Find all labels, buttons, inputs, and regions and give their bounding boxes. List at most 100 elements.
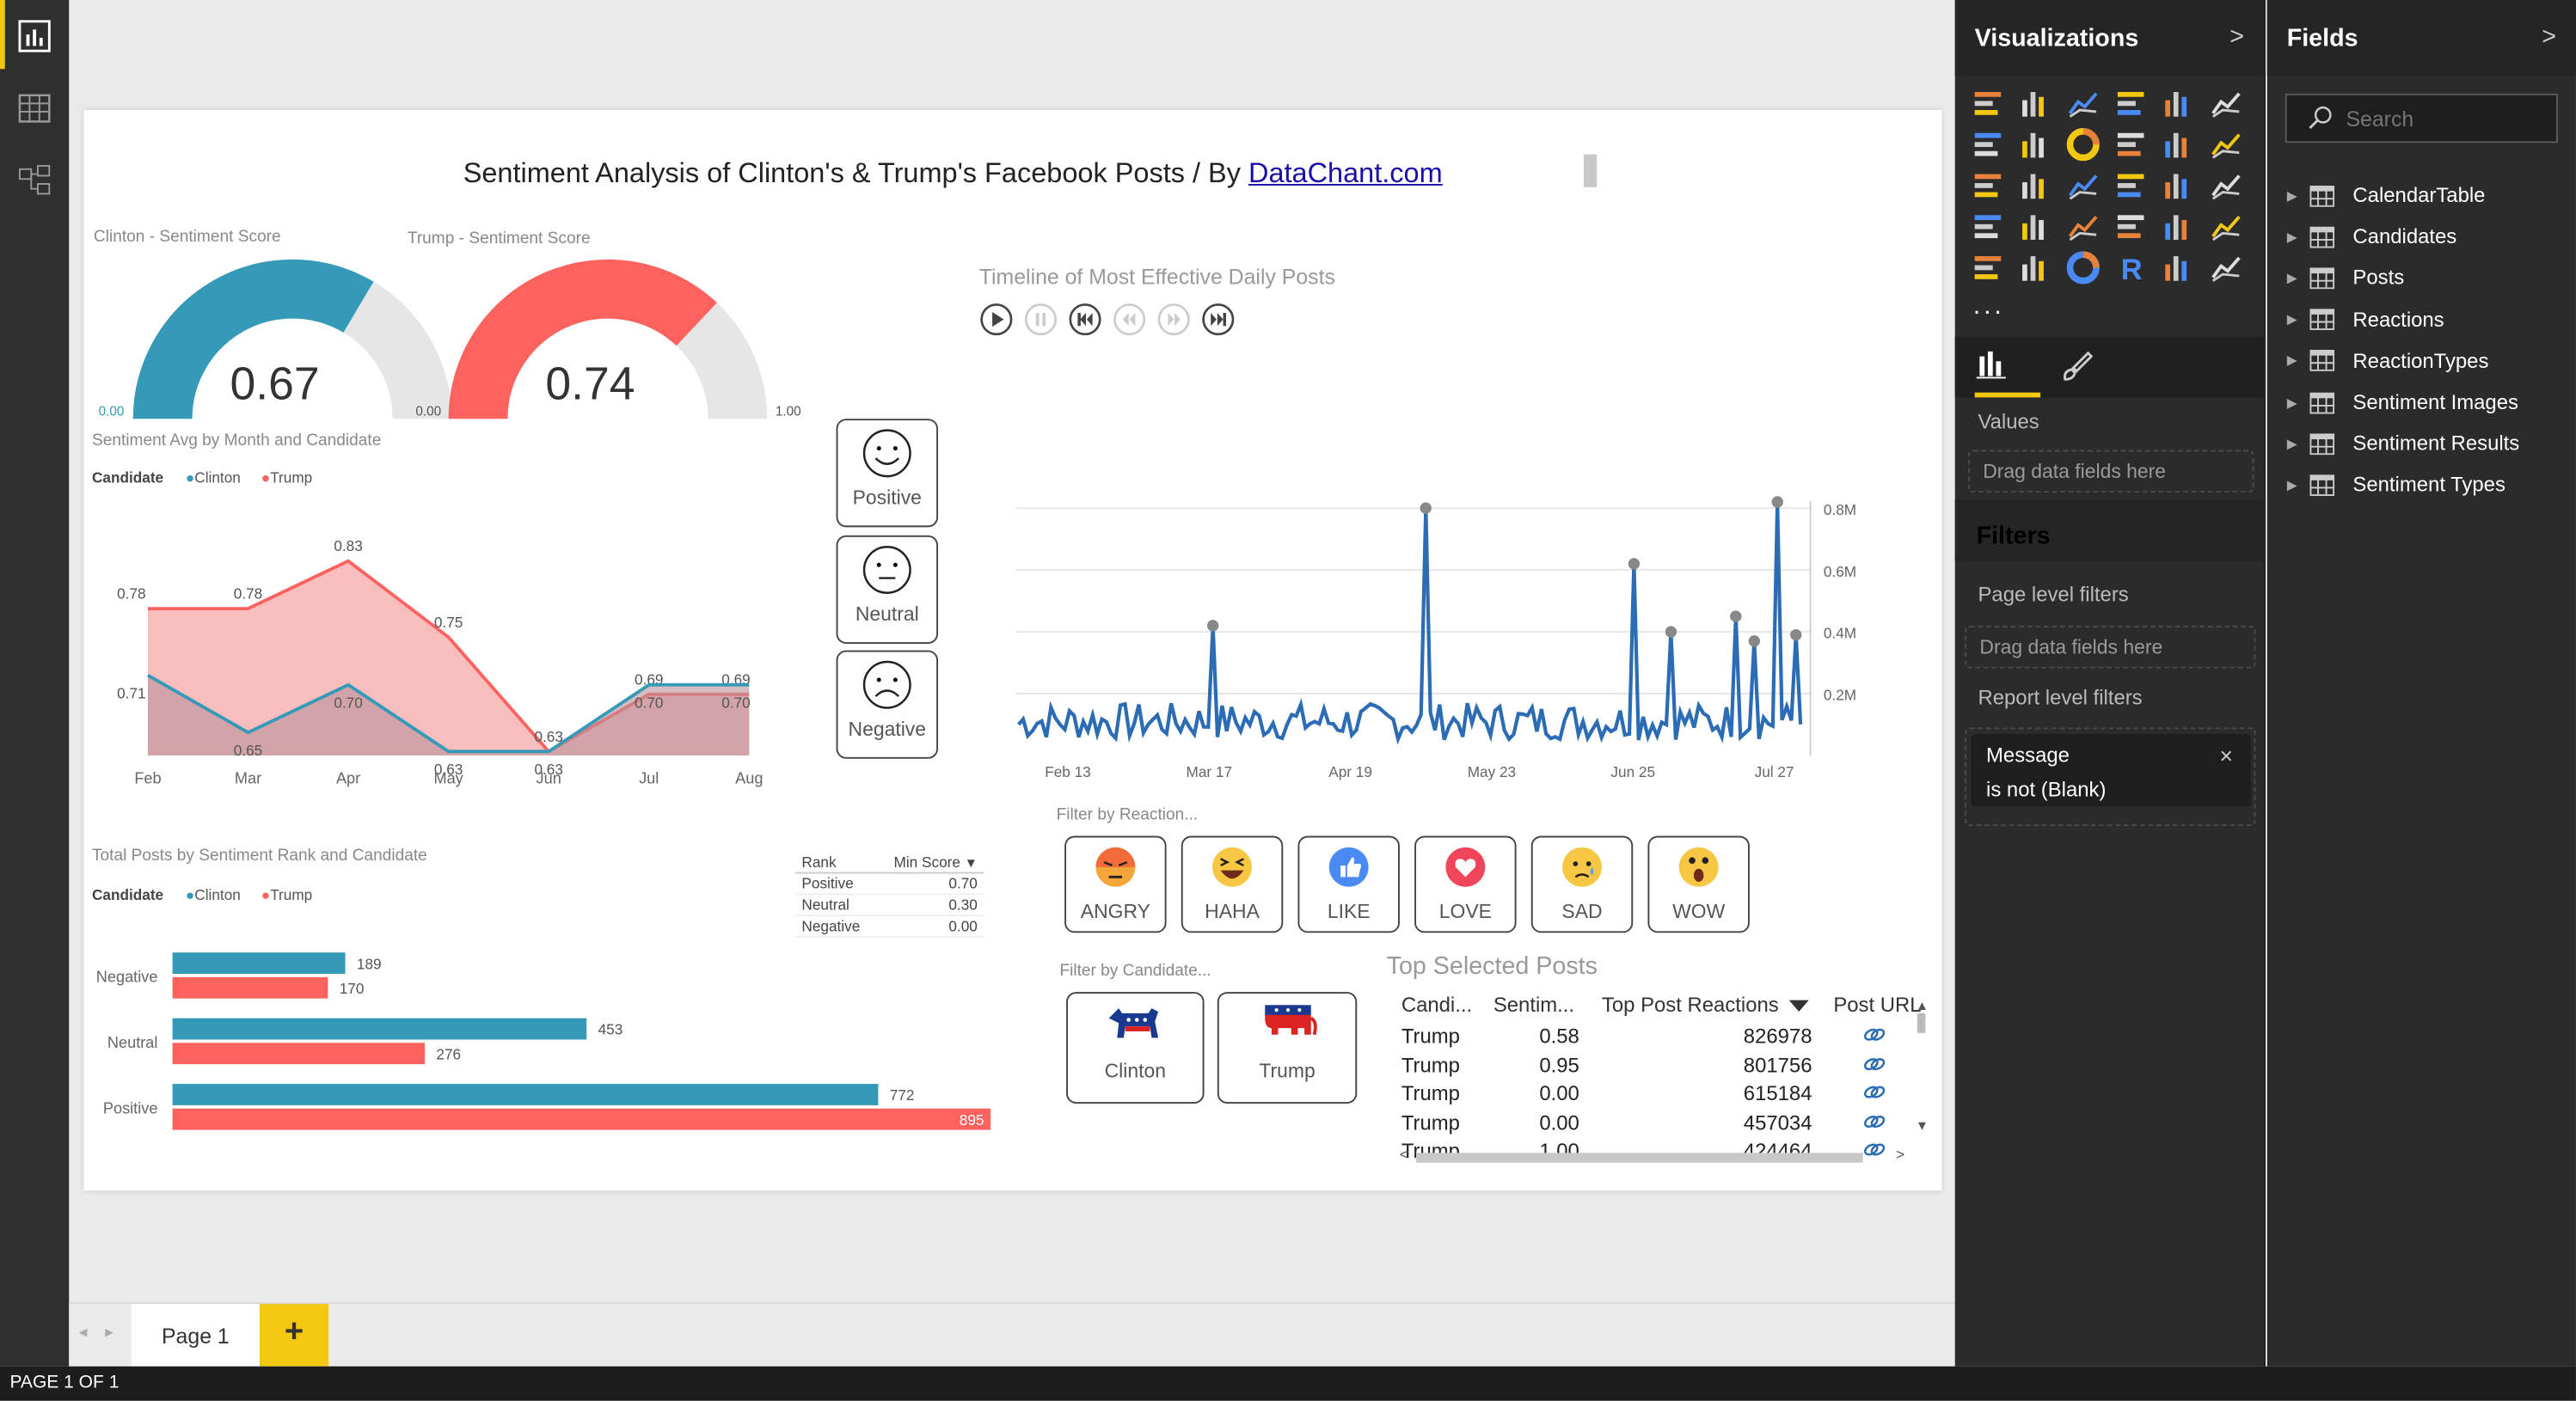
reaction-like-button[interactable]: LIKE — [1297, 835, 1400, 933]
candidate-clinton-button[interactable]: Clinton — [1066, 992, 1205, 1104]
more-visuals-icon[interactable]: ... — [1972, 292, 2005, 321]
visual-type-icon[interactable] — [2210, 169, 2242, 202]
skip-forward-icon[interactable] — [1201, 303, 1236, 337]
step-forward-icon[interactable] — [1156, 303, 1191, 337]
link-icon[interactable] — [1863, 1054, 1886, 1079]
format-paintbrush-icon[interactable] — [2060, 350, 2094, 391]
remove-filter-icon[interactable]: × — [2219, 742, 2233, 769]
add-page-button[interactable]: + — [259, 1304, 329, 1367]
link-icon[interactable] — [1863, 1082, 1886, 1107]
reaction-sad-button[interactable]: SAD — [1530, 835, 1634, 933]
expand-icon[interactable]: ▶ — [2286, 395, 2297, 410]
page-next-icon[interactable]: ▸ — [105, 1324, 113, 1343]
search-input[interactable] — [2346, 106, 2543, 131]
field-table-item[interactable]: ▶ ReactionTypes — [2287, 343, 2489, 379]
col-sentiment[interactable]: Sentim... — [1493, 993, 1575, 1017]
reaction-angry-button[interactable]: ANGRY — [1064, 835, 1167, 933]
expand-icon[interactable]: ▶ — [2286, 353, 2297, 369]
col-reactions[interactable]: Top Post Reactions — [1601, 993, 1779, 1017]
visual-type-icon[interactable] — [2067, 87, 2100, 119]
visual-type-icon[interactable] — [2019, 211, 2052, 243]
visual-type-icon[interactable] — [2210, 211, 2242, 243]
page-filters-drop-zone[interactable]: Drag data fields here — [1965, 625, 2256, 669]
expand-icon[interactable]: ▶ — [2286, 229, 2297, 245]
visual-type-icon[interactable] — [2210, 87, 2242, 119]
field-table-item[interactable]: ▶ CalendarTable — [2287, 177, 2486, 213]
page-prev-icon[interactable]: ◂ — [78, 1324, 88, 1343]
visual-type-icon[interactable] — [2067, 211, 2100, 243]
min-score-col[interactable]: Min Score ▼ — [893, 853, 978, 871]
visual-type-icon[interactable] — [2066, 128, 2100, 162]
visual-type-icon[interactable] — [2162, 211, 2194, 243]
values-drop-zone[interactable]: Drag data fields here — [1968, 450, 2254, 493]
visual-type-icon[interactable] — [2114, 211, 2147, 243]
visual-type-icon[interactable] — [2162, 128, 2194, 161]
visual-type-icon[interactable] — [2114, 128, 2147, 161]
visual-type-icon[interactable] — [2114, 87, 2147, 119]
rank-col[interactable]: Rank — [801, 853, 837, 871]
visual-type-icon[interactable] — [2067, 169, 2100, 202]
expand-icon[interactable]: ▶ — [2286, 477, 2297, 493]
visual-type-icon[interactable] — [2162, 251, 2194, 284]
visual-type-icon[interactable] — [1972, 87, 2004, 119]
expand-icon[interactable]: ▶ — [2286, 312, 2297, 327]
fields-search[interactable] — [2285, 93, 2558, 144]
visual-type-icon[interactable] — [2210, 251, 2242, 284]
visual-type-icon[interactable] — [2114, 169, 2147, 202]
table-hscroll[interactable]: < > — [1399, 1146, 1905, 1163]
step-back-icon[interactable] — [1113, 303, 1147, 337]
visual-type-icon[interactable] — [1972, 128, 2004, 161]
reaction-love-button[interactable]: LOVE — [1414, 835, 1517, 933]
field-table-item[interactable]: ▶ Sentiment Images — [2287, 384, 2518, 420]
field-table-item[interactable]: ▶ Candidates — [2287, 218, 2457, 254]
link-icon[interactable] — [1863, 1025, 1886, 1049]
visual-type-icon[interactable] — [2162, 169, 2194, 202]
sort-desc-icon[interactable] — [1788, 1000, 1809, 1012]
table-vscroll[interactable]: ▲ ▼ — [1915, 998, 1929, 1134]
table-row[interactable]: Trump 0.00 615184 — [1389, 1079, 1931, 1107]
field-table-item[interactable]: ▶ Sentiment Types — [2287, 467, 2505, 503]
sentiment-negative-button[interactable]: Negative — [836, 650, 939, 759]
col-url[interactable]: Post URL — [1833, 993, 1922, 1017]
collapse-fields-icon[interactable]: > — [2542, 22, 2557, 52]
field-table-item[interactable]: ▶ Reactions — [2287, 302, 2444, 338]
table-row[interactable]: Trump 0.00 457034 — [1389, 1108, 1931, 1136]
visual-type-icon[interactable] — [2210, 128, 2242, 161]
table-row[interactable]: Trump 0.58 826978 — [1389, 1021, 1931, 1049]
data-view-icon[interactable] — [16, 90, 52, 126]
play-icon[interactable] — [979, 303, 1014, 337]
scroll-handle[interactable] — [1583, 154, 1598, 187]
visual-type-icon[interactable] — [2162, 87, 2194, 119]
visual-type-icon[interactable] — [2019, 251, 2052, 284]
relationships-view-icon[interactable] — [16, 162, 52, 199]
visual-type-icon[interactable]: R — [2114, 251, 2147, 286]
visual-type-icon[interactable] — [2019, 87, 2052, 119]
filter-card[interactable]: Message is not (Blank) × — [1971, 734, 2251, 807]
table-row[interactable]: Trump 0.95 801756 — [1389, 1050, 1931, 1079]
page-tab[interactable]: Page 1 — [131, 1304, 260, 1367]
field-table-item[interactable]: ▶ Sentiment Results — [2287, 425, 2520, 462]
expand-icon[interactable]: ▶ — [2286, 271, 2297, 286]
visual-type-icon[interactable] — [2019, 169, 2052, 202]
visual-type-icon[interactable] — [2066, 251, 2100, 284]
pause-icon[interactable] — [1023, 303, 1058, 337]
visual-type-icon[interactable] — [2019, 128, 2052, 161]
datachant-link[interactable]: DataChant.com — [1248, 157, 1443, 189]
report-view-icon[interactable] — [16, 18, 52, 54]
expand-icon[interactable]: ▶ — [2286, 436, 2297, 451]
reaction-haha-button[interactable]: HAHA — [1181, 835, 1284, 933]
visual-type-icon[interactable] — [1972, 169, 2004, 202]
reaction-wow-button[interactable]: WOW — [1647, 835, 1750, 933]
fields-tab-icon[interactable] — [1976, 350, 2006, 388]
col-candidate[interactable]: Candi... — [1401, 993, 1473, 1017]
sentiment-neutral-button[interactable]: Neutral — [836, 535, 939, 644]
link-icon[interactable] — [1863, 1140, 1886, 1163]
sentiment-positive-button[interactable]: Positive — [836, 419, 939, 528]
field-table-item[interactable]: ▶ Posts — [2287, 260, 2404, 297]
expand-icon[interactable]: ▶ — [2286, 187, 2297, 203]
skip-back-icon[interactable] — [1068, 303, 1102, 337]
link-icon[interactable] — [1863, 1111, 1886, 1136]
collapse-viz-icon[interactable]: > — [2229, 22, 2245, 52]
candidate-trump-button[interactable]: Trump — [1217, 992, 1358, 1104]
visual-type-icon[interactable] — [1972, 251, 2004, 284]
